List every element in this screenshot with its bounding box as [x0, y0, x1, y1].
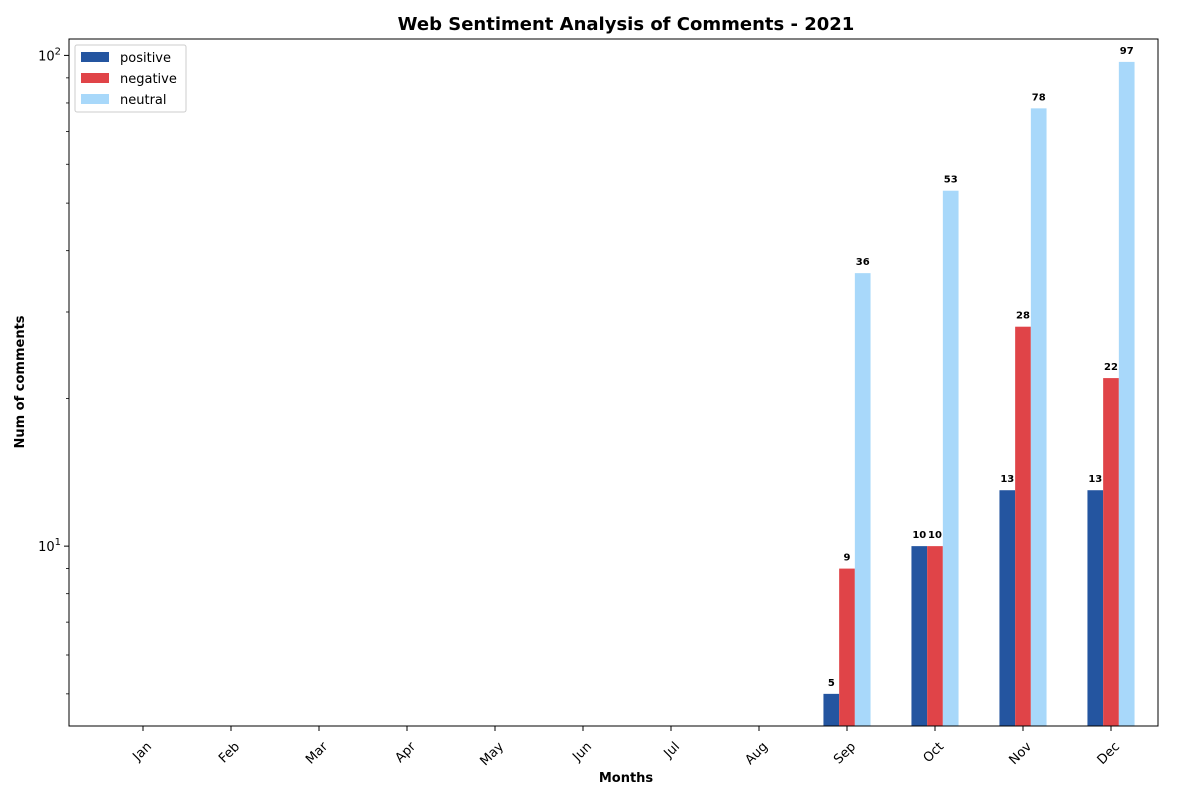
x-axis-ticks: Jan Feb Mar Apr May Jun Jul Aug Sep Oct Nov Dec	[130, 726, 1123, 769]
bar-neutral-dec	[1118, 61, 1135, 726]
plot-frame	[68, 38, 1159, 727]
bars-group	[823, 61, 1135, 727]
bar-value-label: 53	[944, 175, 958, 186]
bar-value-label: 13	[1000, 474, 1014, 485]
legend-label-neutral: neutral	[120, 93, 167, 108]
bar-labels-group: 5 9 36 10 10 53 13 28 78 13 22 97	[828, 46, 1134, 689]
x-tick-label: Aug	[742, 739, 771, 768]
y-tick-label: 102	[38, 46, 61, 64]
bar-value-label: 36	[856, 257, 870, 268]
y-tick-label: 101	[38, 537, 61, 555]
bar-positive-nov	[999, 490, 1016, 726]
x-tick-label: Jun	[569, 739, 595, 765]
chart-title: Web Sentiment Analysis of Comments - 202…	[398, 14, 855, 35]
legend-swatch-negative	[81, 73, 109, 83]
bar-value-label: 10	[912, 530, 926, 541]
bar-neutral-sep	[854, 273, 871, 726]
legend-label-negative: negative	[120, 72, 177, 87]
x-tick-label: Feb	[216, 739, 243, 766]
bar-positive-oct	[911, 546, 928, 726]
bar-value-label: 22	[1104, 362, 1118, 373]
x-tick-label: Mar	[303, 739, 331, 767]
x-tick-label: Oct	[921, 739, 948, 766]
legend: positive negative neutral	[74, 44, 187, 113]
bar-value-label: 97	[1120, 46, 1134, 57]
y-axis-label: Num of comments	[13, 315, 28, 448]
bar-value-label: 5	[828, 678, 835, 689]
x-tick-label: Jul	[661, 739, 683, 761]
bar-neutral-nov	[1030, 108, 1047, 727]
x-tick-label: Apr	[393, 739, 420, 766]
x-tick-label: Jan	[130, 739, 155, 764]
x-tick-label: Sep	[831, 739, 859, 767]
bar-negative-oct	[927, 546, 943, 726]
bar-negative-dec	[1103, 378, 1119, 726]
legend-swatch-positive	[81, 52, 109, 62]
bar-neutral-oct	[942, 190, 959, 726]
bar-positive-dec	[1087, 490, 1104, 726]
x-axis-label: Months	[599, 771, 654, 786]
legend-swatch-neutral	[81, 94, 109, 104]
x-tick-label: Dec	[1095, 739, 1123, 767]
bar-positive-sep	[823, 693, 840, 726]
x-tick-label: Nov	[1006, 739, 1035, 768]
bar-value-label: 9	[844, 553, 851, 564]
bar-negative-nov	[1015, 326, 1031, 726]
legend-label-positive: positive	[120, 51, 171, 66]
bar-value-label: 10	[928, 530, 942, 541]
bar-value-label: 78	[1032, 92, 1046, 103]
bar-value-label: 13	[1088, 474, 1102, 485]
x-tick-label: May	[477, 739, 507, 769]
y-axis-ticks: 101 102	[38, 46, 69, 695]
legend-items: positive negative neutral	[81, 51, 177, 108]
bar-negative-sep	[839, 568, 855, 726]
bar-value-label: 28	[1016, 311, 1030, 322]
